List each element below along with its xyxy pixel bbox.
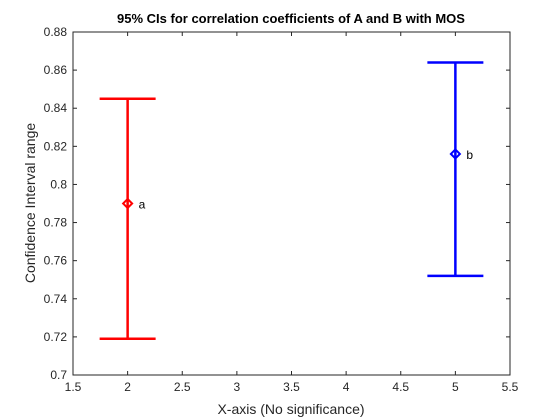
y-tick-label: 0.84 [44, 101, 68, 115]
x-tick-label: 4.5 [392, 380, 409, 394]
data-point-label: a [139, 198, 146, 212]
y-tick-label: 0.82 [44, 139, 68, 153]
x-tick-label: 2.5 [174, 380, 191, 394]
chart-title: 95% CIs for correlation coefficients of … [117, 11, 465, 26]
plot-frame [72, 31, 511, 376]
y-axis-label: Confidence Interval range [22, 123, 38, 284]
error-bar-b: b [427, 61, 484, 278]
y-tick-label: 0.86 [44, 63, 68, 77]
x-tick-label: 3 [234, 380, 241, 394]
x-tick-label: 3.5 [283, 380, 300, 394]
data-point-marker [449, 148, 462, 160]
y-ticks: 0.7 0.72 0.74 0.76 0.78 0.8 0.82 0.84 0.86 0.88 [44, 25, 510, 382]
plot-background [73, 32, 510, 375]
x-axis-label: X-axis (No significance) [217, 401, 364, 417]
x-tick-label: 5.5 [502, 380, 519, 394]
x-tick-label: 1.5 [65, 380, 82, 394]
y-tick-label: 0.7 [50, 368, 67, 382]
y-tick-label: 0.78 [44, 216, 68, 230]
data-point-marker [121, 197, 134, 210]
x-tick-label: 2 [124, 380, 131, 394]
y-tick-label: 0.76 [44, 254, 68, 268]
y-tick-label: 0.88 [44, 25, 68, 39]
y-tick-label: 0.72 [44, 330, 68, 344]
series-layer: ab [99, 61, 484, 341]
y-tick-label: 0.74 [44, 292, 68, 306]
data-point-label: b [466, 148, 473, 162]
x-tick-label: 5 [452, 380, 459, 394]
x-tick-label: 4 [343, 380, 350, 394]
x-ticks: 1.5 2 2.5 3 3.5 4 4.5 5 5.5 [65, 32, 519, 394]
error-bar-a: a [99, 97, 156, 341]
y-tick-label: 0.8 [50, 177, 67, 191]
